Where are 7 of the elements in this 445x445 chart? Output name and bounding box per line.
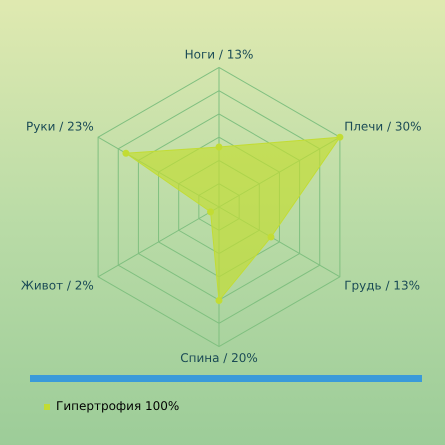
legend-label: Гипертрофия 100% [56,399,180,414]
spoke-label: Плечи / 30% [344,120,422,134]
spoke-label: Ноги / 13% [184,47,254,62]
spoke-label: Грудь / 13% [344,278,420,293]
spoke-label: Живот / 2% [20,278,94,293]
spoke-label: Спина / 20% [180,350,258,365]
spoke-label: Руки / 23% [26,120,94,134]
